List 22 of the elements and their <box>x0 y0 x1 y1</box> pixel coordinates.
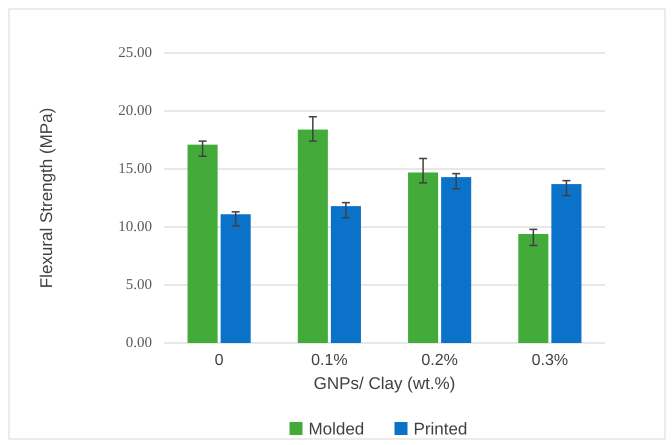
x-axis-title: GNPs/ Clay (wt.%) <box>314 374 456 393</box>
bar <box>330 206 361 343</box>
bar <box>518 234 548 343</box>
bar <box>298 130 328 343</box>
x-tick-label: 0.3% <box>532 352 568 369</box>
bar <box>441 177 472 343</box>
y-tick-label: 15.00 <box>118 161 152 177</box>
x-tick-label: 0.1% <box>311 352 348 369</box>
y-tick-label: 5.00 <box>126 277 152 293</box>
y-tick-label: 10.00 <box>118 219 152 235</box>
y-tick-label: 25.00 <box>118 45 152 61</box>
legend-label: Printed <box>414 420 468 438</box>
x-tick-label: 0.2% <box>421 352 458 369</box>
bar <box>188 144 218 343</box>
y-tick-label: 20.00 <box>118 103 152 119</box>
x-tick-label: 0 <box>214 352 224 369</box>
y-axis-title: Flexural Strength (MPa) <box>37 108 56 288</box>
bar <box>551 184 582 343</box>
legend-label: Molded <box>308 420 364 438</box>
y-tick-label: 0.00 <box>126 335 152 351</box>
bar <box>220 214 251 343</box>
bar <box>408 172 438 343</box>
